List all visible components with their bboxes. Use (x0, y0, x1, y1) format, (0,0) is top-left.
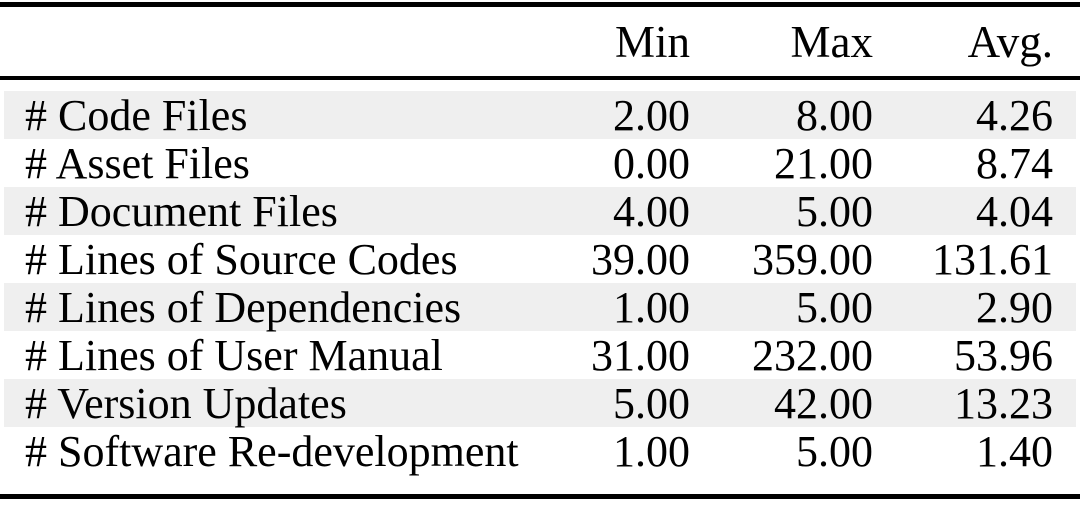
avg-value: 4.04 (976, 186, 1053, 236)
col-header-max: Max (790, 16, 874, 67)
min-value: 5.00 (613, 378, 690, 428)
avg-value: 2.90 (976, 282, 1053, 332)
bottom-rule (0, 494, 1080, 499)
max-value: 232.00 (752, 330, 873, 380)
table-row: # Lines of Source Codes 39.00 359.00 131… (4, 234, 1076, 284)
min-value: 1.00 (613, 426, 690, 476)
table-row: # Version Updates 5.00 42.00 13.23 (4, 378, 1076, 428)
row-label: # Asset Files (25, 138, 250, 188)
min-value: 0.00 (613, 138, 690, 188)
col-header-min: Min (614, 16, 690, 67)
table-row: # Document Files 4.00 5.00 4.04 (4, 186, 1076, 236)
table-row: # Code Files 2.00 8.00 4.26 (4, 90, 1076, 140)
table-header-row: Min Max Avg. (4, 7, 1076, 76)
max-value: 5.00 (796, 426, 873, 476)
table-body: # Code Files 2.00 8.00 4.26 # Asset File… (0, 90, 1080, 476)
min-value: 31.00 (591, 330, 690, 380)
avg-value: 131.61 (932, 234, 1053, 284)
mid-rule (0, 76, 1080, 80)
row-label: # Version Updates (25, 378, 347, 428)
max-value: 5.00 (796, 282, 873, 332)
min-value: 4.00 (613, 186, 690, 236)
top-rule (0, 2, 1080, 7)
min-value: 1.00 (613, 282, 690, 332)
row-label: # Software Re-development (25, 426, 519, 476)
max-value: 42.00 (774, 378, 873, 428)
avg-value: 4.26 (976, 90, 1053, 140)
max-value: 359.00 (752, 234, 873, 284)
table-row: # Lines of User Manual 31.00 232.00 53.9… (4, 330, 1076, 380)
table-row: # Software Re-development 1.00 5.00 1.40 (4, 426, 1076, 476)
col-header-avg: Avg. (967, 16, 1053, 67)
table-row: # Lines of Dependencies 1.00 5.00 2.90 (4, 282, 1076, 332)
avg-value: 13.23 (954, 378, 1053, 428)
row-label: # Lines of Dependencies (25, 282, 462, 332)
row-label: # Lines of User Manual (25, 330, 443, 380)
table-row: # Asset Files 0.00 21.00 8.74 (4, 138, 1076, 188)
min-value: 39.00 (591, 234, 690, 284)
min-value: 2.00 (613, 90, 690, 140)
row-label: # Lines of Source Codes (25, 234, 458, 284)
avg-value: 53.96 (954, 330, 1053, 380)
max-value: 8.00 (796, 90, 873, 140)
row-label: # Code Files (25, 90, 248, 140)
avg-value: 1.40 (976, 426, 1053, 476)
avg-value: 8.74 (976, 138, 1053, 188)
max-value: 5.00 (796, 186, 873, 236)
max-value: 21.00 (774, 138, 873, 188)
row-label: # Document Files (25, 186, 338, 236)
